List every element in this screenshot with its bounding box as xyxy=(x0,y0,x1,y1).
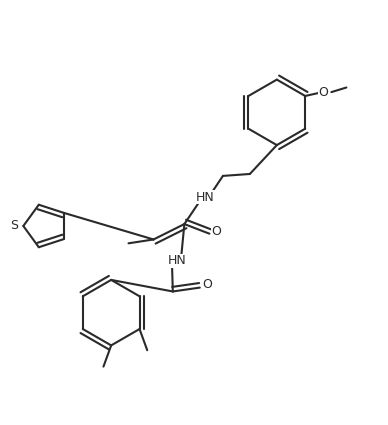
Text: O: O xyxy=(211,225,221,238)
Text: O: O xyxy=(318,85,328,99)
Text: HN: HN xyxy=(167,254,186,267)
Text: HN: HN xyxy=(196,190,215,204)
Text: S: S xyxy=(10,219,18,232)
Text: O: O xyxy=(202,278,211,291)
